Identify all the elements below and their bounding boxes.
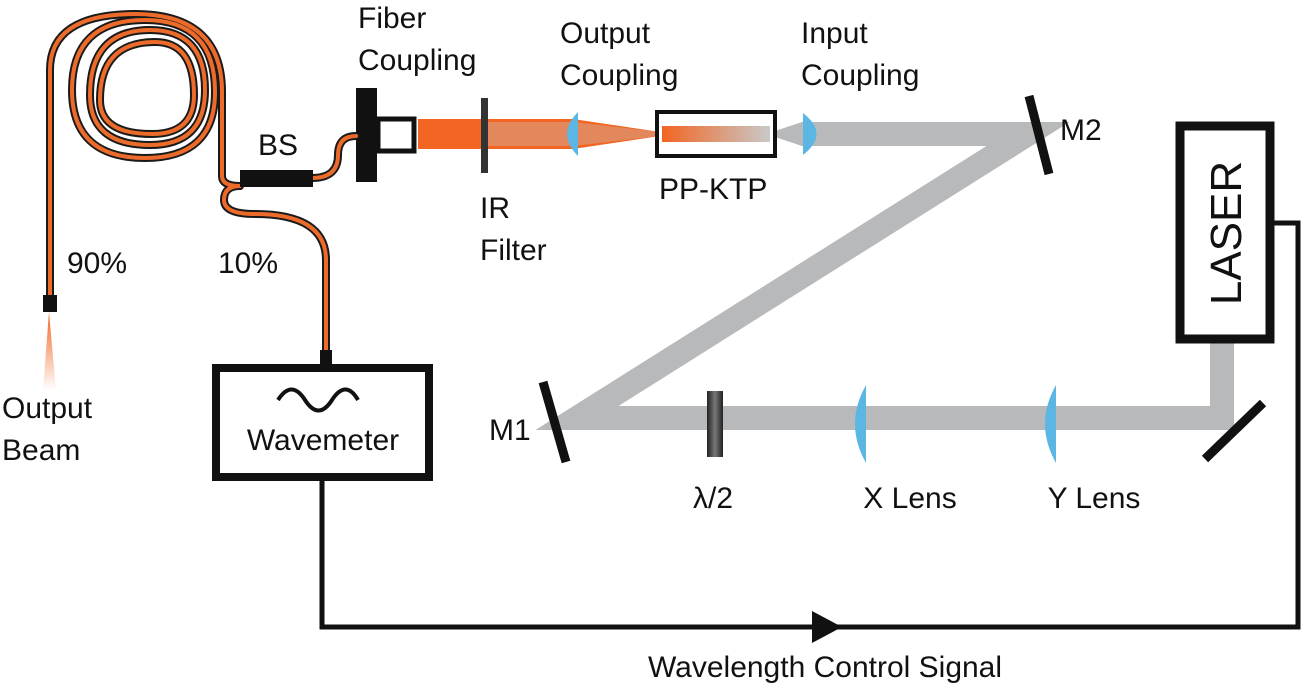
laser-label: LASER (1202, 161, 1251, 305)
output-beam-path (418, 119, 660, 149)
input-coupling-label-line1: Input (801, 17, 868, 50)
ppktp-crystal (655, 110, 777, 158)
beam-splitter (240, 170, 313, 187)
control-signal-line (319, 220, 1301, 630)
bs-label: BS (258, 129, 298, 162)
m1-label: M1 (489, 414, 531, 447)
sine-wave-icon (276, 387, 360, 413)
output-beam-label-line1: Output (2, 392, 93, 425)
fiber-coupler (356, 88, 417, 182)
fiber-coupling-label-line1: Fiber (358, 2, 426, 35)
ir-filter-label-line1: IR (480, 192, 510, 225)
y-lens-label: Y Lens (1048, 482, 1141, 515)
percent-90-label: 90% (67, 247, 127, 280)
x-lens-label: X Lens (863, 482, 956, 515)
m2-label: M2 (1060, 114, 1102, 147)
mirror-m1 (538, 380, 571, 464)
wavemeter-connector (320, 350, 332, 366)
output-beam (43, 312, 56, 390)
mirror-m2 (1024, 94, 1054, 176)
output-beam-label-line2: Beam (2, 434, 80, 467)
arrow-right-icon (812, 611, 842, 643)
fiber-output-tip (43, 295, 57, 312)
steering-mirror (1201, 399, 1267, 463)
half-wave-plate (707, 391, 723, 457)
x-lens (855, 385, 866, 463)
half-wave-label: λ/2 (693, 482, 733, 515)
ir-filter-label-line2: Filter (480, 234, 547, 267)
percent-10-label: 10% (218, 247, 278, 280)
ppktp-label: PP-KTP (659, 173, 767, 206)
wavemeter-box (212, 364, 433, 481)
y-lens (1045, 385, 1056, 463)
input-coupling-lens (803, 113, 817, 155)
fiber-network (46, 10, 360, 358)
wavemeter-label: Wavemeter (247, 424, 399, 457)
output-coupling-lens (567, 112, 578, 156)
output-coupling-label-line1: Output (560, 17, 651, 50)
laser-box (1175, 121, 1275, 344)
output-coupling-label-line2: Coupling (560, 59, 678, 92)
laser-beam-path (535, 120, 1234, 430)
ir-filter (481, 98, 488, 173)
input-coupling-label-line2: Coupling (801, 59, 919, 92)
control-signal-label: Wavelength Control Signal (648, 651, 1002, 684)
fiber-coupling-label-line2: Coupling (358, 44, 476, 77)
